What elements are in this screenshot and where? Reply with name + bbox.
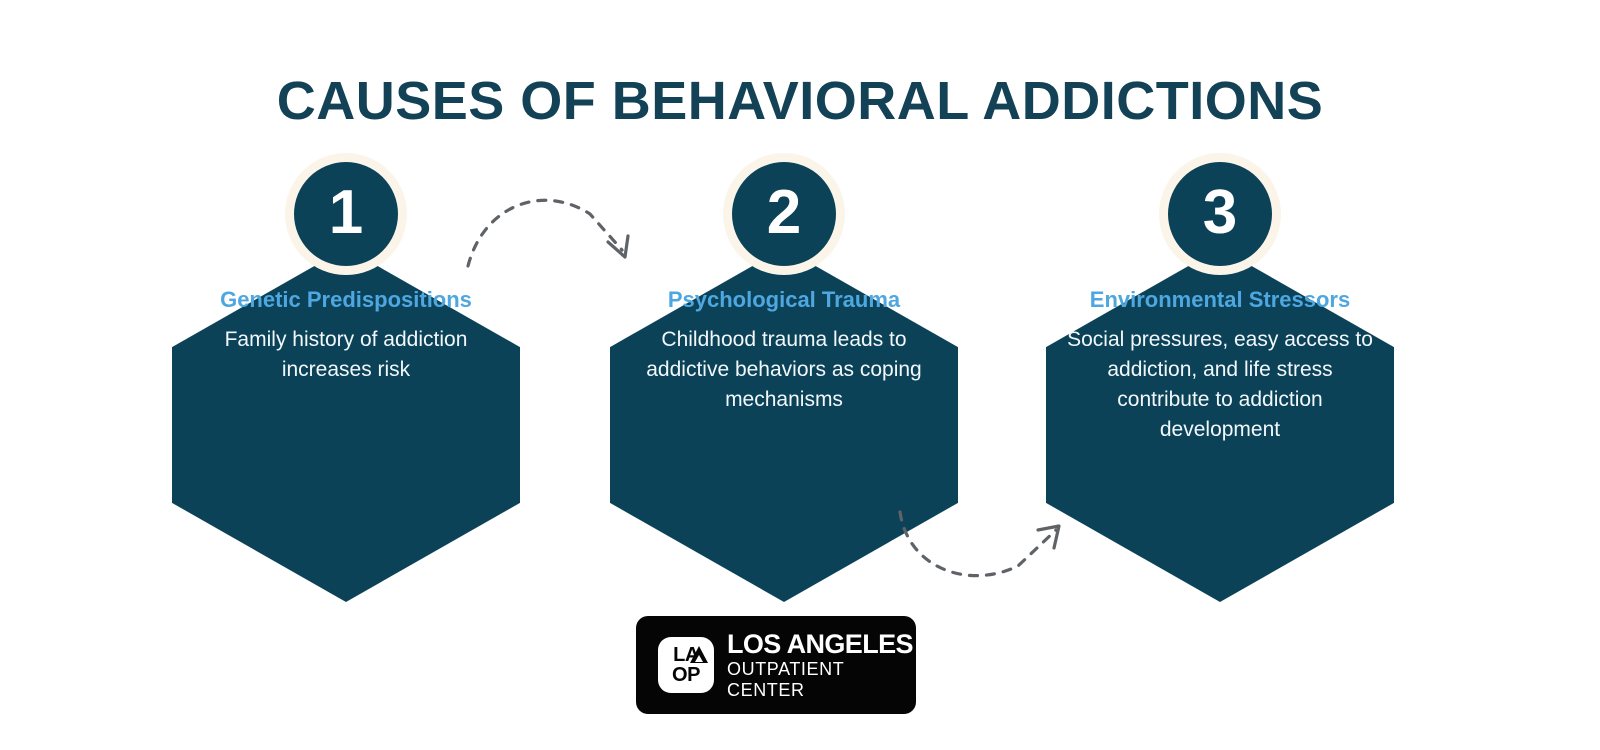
logo-los-angeles-outpatient-center: LA OP LOS ANGELES OUTPATIENT CENTER (636, 616, 916, 714)
card-2-heading: Psychological Trauma (667, 287, 901, 312)
step-number-2: 2 (766, 177, 802, 247)
card-2-text: Psychological Trauma Childhood trauma le… (622, 282, 946, 415)
card-3: 3 Environmental Stressors Social pressur… (1046, 162, 1394, 602)
step-badge-1: 1 (294, 162, 398, 266)
card-3-body: Social pressures, easy access to addicti… (1067, 328, 1373, 441)
logo-mark-bottom-text: OP (672, 664, 700, 686)
page-title: CAUSES OF BEHAVIORAL ADDICTIONS (276, 71, 1324, 132)
step-number-1: 1 (328, 177, 364, 247)
logo-line-1: LOS ANGELES (727, 628, 914, 659)
logo-wordmark: LOS ANGELES OUTPATIENT CENTER (727, 628, 916, 701)
card-3-text: Environmental Stressors Social pressures… (1058, 282, 1382, 445)
card-1-heading: Genetic Predispositions (220, 287, 472, 312)
logo-mark-triangle-hole-icon (695, 655, 703, 662)
step-badge-2: 2 (732, 162, 836, 266)
step-number-3: 3 (1202, 177, 1238, 247)
step-badge-3: 3 (1168, 162, 1272, 266)
card-1: 1 Genetic Predispositions Family history… (172, 162, 520, 602)
card-2-body: Childhood trauma leads to addictive beha… (646, 328, 922, 411)
logo-mark-icon: LA OP (658, 637, 714, 693)
card-3-heading: Environmental Stressors (1089, 287, 1351, 312)
logo-line-2: OUTPATIENT CENTER (727, 658, 845, 700)
cards-container: 1 Genetic Predispositions Family history… (172, 162, 1394, 602)
logo-mark-triangle-icon (690, 646, 708, 663)
card-2: 2 Psychological Trauma Childhood trauma … (610, 162, 958, 602)
card-1-text: Genetic Predispositions Family history o… (184, 282, 508, 385)
card-1-body: Family history of addiction increases ri… (224, 328, 468, 381)
